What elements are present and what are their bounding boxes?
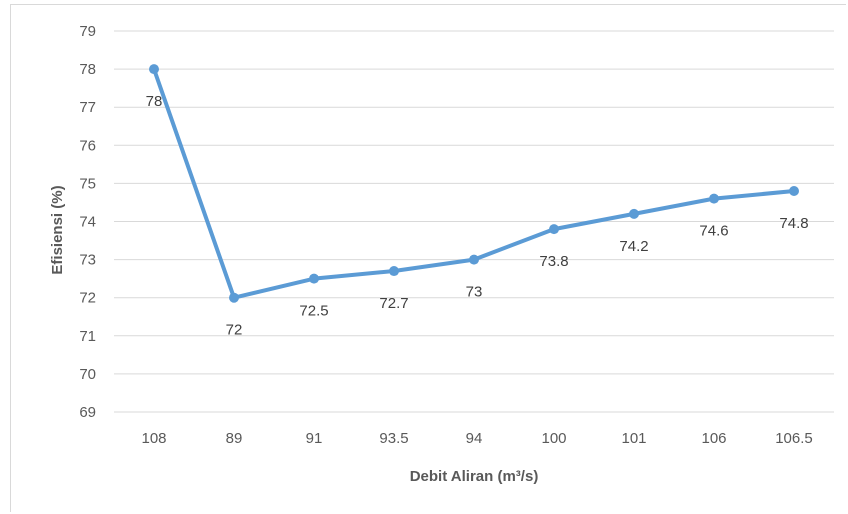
data-labels: 78 72 72.5 72.7 73 73.8 74.2 74.6 74.8 xyxy=(146,93,809,339)
data-points xyxy=(149,64,799,303)
data-label: 73 xyxy=(466,284,483,301)
x-axis-title: Debit Aliran (m³/s) xyxy=(410,468,539,485)
x-tick-label: 93.5 xyxy=(379,430,408,447)
x-tick-label: 106.5 xyxy=(775,430,813,447)
y-tick-label: 77 xyxy=(79,99,96,116)
y-tick-label: 76 xyxy=(79,137,96,154)
x-tick-label: 108 xyxy=(141,430,166,447)
chart-frame xyxy=(10,4,846,512)
x-axis-tick-labels: 108 89 91 93.5 94 100 101 106 106.5 xyxy=(141,430,812,447)
data-label: 72 xyxy=(226,322,243,339)
y-tick-label: 78 xyxy=(79,61,96,78)
data-label: 72.5 xyxy=(299,303,328,320)
x-tick-label: 106 xyxy=(701,430,726,447)
data-point xyxy=(229,292,239,303)
x-tick-label: 89 xyxy=(226,430,243,447)
x-tick-label: 100 xyxy=(541,430,566,447)
data-point xyxy=(149,64,159,75)
x-tick-label: 94 xyxy=(466,430,483,447)
y-tick-label: 72 xyxy=(79,290,96,307)
x-tick-label: 91 xyxy=(306,430,323,447)
data-point xyxy=(549,224,559,235)
y-tick-label: 71 xyxy=(79,328,96,345)
data-label: 78 xyxy=(146,93,163,110)
y-axis-tick-labels: 69 70 71 72 73 74 75 76 77 78 79 xyxy=(79,23,96,421)
y-tick-label: 70 xyxy=(79,366,96,383)
data-point xyxy=(389,266,399,277)
data-point xyxy=(789,186,799,197)
data-label: 74.2 xyxy=(619,238,648,255)
data-label: 74.8 xyxy=(779,215,808,232)
y-tick-label: 69 xyxy=(79,404,96,421)
y-tick-label: 75 xyxy=(79,175,96,192)
data-point xyxy=(309,273,319,284)
data-point xyxy=(629,208,639,219)
data-point xyxy=(469,254,479,265)
y-tick-label: 79 xyxy=(79,23,96,40)
gridlines xyxy=(114,30,834,413)
data-label: 72.7 xyxy=(379,295,408,312)
y-axis-title: Efisiensi (%) xyxy=(49,185,66,274)
data-point xyxy=(709,193,719,204)
x-tick-label: 101 xyxy=(621,430,646,447)
y-tick-label: 74 xyxy=(79,214,96,231)
data-label: 74.6 xyxy=(699,223,728,240)
y-tick-label: 73 xyxy=(79,252,96,269)
data-label: 73.8 xyxy=(539,253,568,270)
